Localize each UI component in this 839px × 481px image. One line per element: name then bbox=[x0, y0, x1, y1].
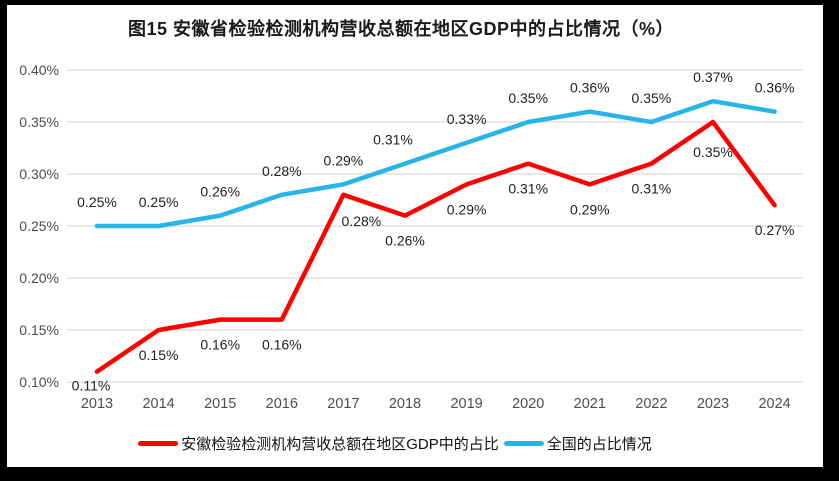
y-axis-tick-label: 0.25% bbox=[19, 218, 59, 234]
chart-page: 图15 安徽省检验检测机构营收总额在地区GDP中的占比情况（%） 0.40% 0.… bbox=[7, 5, 823, 467]
data-label: 0.35% bbox=[632, 90, 672, 106]
x-axis-tick-label: 2014 bbox=[142, 396, 174, 412]
x-axis-tick-label: 2018 bbox=[389, 396, 421, 412]
data-label: 0.29% bbox=[324, 152, 364, 168]
data-label: 0.25% bbox=[139, 194, 179, 210]
data-label: 0.27% bbox=[755, 222, 795, 238]
legend-item-anhui: 安徽检验检测机构营收总额在地区GDP中的占比 bbox=[138, 433, 499, 454]
data-label: 0.26% bbox=[385, 233, 425, 249]
x-axis-tick-label: 2020 bbox=[512, 396, 544, 412]
data-label: 0.36% bbox=[570, 80, 610, 96]
y-axis-tick-label: 0.10% bbox=[19, 374, 59, 390]
legend-item-national: 全国的占比情况 bbox=[503, 433, 652, 454]
data-label: 0.28% bbox=[342, 213, 382, 229]
series-line-anhui bbox=[94, 119, 777, 374]
legend-blue-line-icon bbox=[503, 441, 544, 446]
x-axis-tick-label: 2024 bbox=[758, 396, 790, 412]
x-axis-tick-label: 2016 bbox=[266, 396, 298, 412]
x-axis-tick-label: 2017 bbox=[327, 396, 359, 412]
data-label: 0.35% bbox=[508, 90, 548, 106]
chart-legend: 安徽检验检测机构营收总额在地区GDP中的占比 全国的占比情况 bbox=[0, 433, 803, 454]
data-label: 0.16% bbox=[200, 337, 240, 353]
data-label: 0.25% bbox=[77, 194, 117, 210]
y-axis-tick-label: 0.30% bbox=[19, 166, 59, 182]
legend-red-line-icon bbox=[138, 441, 179, 446]
legend-label-anhui: 安徽检验检测机构营收总额在地区GDP中的占比 bbox=[181, 436, 499, 453]
data-label: 0.26% bbox=[200, 184, 240, 200]
y-axis-tick-label: 0.35% bbox=[19, 114, 59, 130]
x-axis-tick-label: 2022 bbox=[635, 396, 667, 412]
data-label: 0.16% bbox=[262, 337, 302, 353]
y-axis-tick-label: 0.20% bbox=[19, 270, 59, 286]
x-axis-tick-label: 2015 bbox=[204, 396, 236, 412]
y-axis-tick-label: 0.15% bbox=[19, 322, 59, 338]
y-axis-tick-label: 0.40% bbox=[19, 62, 59, 78]
data-label: 0.11% bbox=[72, 378, 111, 394]
legend-label-national: 全国的占比情况 bbox=[546, 436, 652, 453]
x-axis-tick-label: 2019 bbox=[450, 396, 482, 412]
x-axis-tick-label: 2023 bbox=[697, 396, 729, 412]
data-label: 0.37% bbox=[693, 69, 733, 85]
data-label: 0.33% bbox=[447, 111, 487, 127]
data-label: 0.31% bbox=[373, 132, 413, 148]
line-chart-plot-area: 0.40% 0.35% 0.30% 0.25% 0.20% 0.15% 0.10% 2013 2… bbox=[19, 62, 803, 412]
data-label: 0.31% bbox=[632, 181, 672, 197]
data-label: 0.31% bbox=[508, 181, 548, 197]
data-label: 0.35% bbox=[693, 144, 733, 160]
data-label: 0.29% bbox=[447, 201, 487, 217]
x-axis-tick-label: 2013 bbox=[81, 396, 113, 412]
x-axis-tick-label: 2021 bbox=[574, 396, 606, 412]
data-label: 0.28% bbox=[262, 163, 302, 179]
data-label: 0.29% bbox=[570, 201, 610, 217]
data-label: 0.15% bbox=[139, 347, 179, 363]
series-line-national bbox=[94, 98, 777, 229]
data-label: 0.36% bbox=[755, 80, 795, 96]
chart-title: 图15 安徽省检验检测机构营收总额在地区GDP中的占比情况（%） bbox=[127, 19, 675, 39]
